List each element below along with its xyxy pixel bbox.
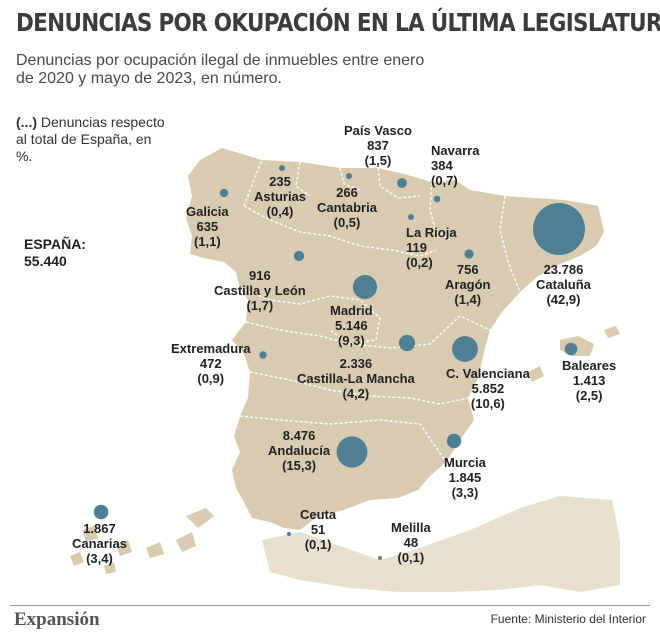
label-cataluna: 23.786 Cataluña (42,9) — [536, 262, 591, 307]
label-c-valenciana: C. Valenciana 5.852 (10,6) — [446, 366, 530, 411]
ceuta-dot — [287, 532, 291, 536]
mainland-shape — [186, 148, 604, 530]
label-asturias: 235 Asturias (0,4) — [254, 174, 307, 219]
label-andalucia: 8.476 Andalucía (15,3) — [268, 428, 331, 473]
brand-logo: Expansión — [14, 609, 100, 630]
bubble-baleares — [564, 342, 578, 356]
legend: (...) Denuncias respecto al total de Esp… — [16, 114, 166, 165]
legend-text: Denuncias respecto al total de España, e… — [16, 114, 165, 164]
bubble-andalucia — [336, 436, 368, 468]
canarias-shapes — [70, 508, 214, 574]
region-borders — [239, 159, 521, 463]
label-galicia: Galicia 635 (1,1) — [186, 204, 229, 249]
label-murcia: Murcia 1.845 (3,3) — [444, 455, 486, 500]
bubble-asturias — [279, 165, 285, 171]
bubble-c-valenciana — [452, 336, 478, 362]
bubble-cantabria — [346, 173, 352, 179]
label-la-rioja: La Rioja 119 (0,2) — [406, 225, 457, 270]
label-madrid: Madrid 5.146 (9,3) — [330, 303, 373, 348]
label-aragon: 756 Aragón (1,4) — [445, 262, 491, 307]
bubble-cataluna — [533, 203, 585, 255]
bubble-pais-vasco — [397, 178, 407, 188]
label-baleares: Baleares 1.413 (2,5) — [562, 358, 617, 403]
spain-total-value: 55.440 — [24, 253, 67, 269]
label-ceuta: Ceuta 51 (0,1) — [300, 507, 337, 552]
africa-shape — [262, 496, 620, 592]
bubble-aragon — [464, 249, 474, 259]
bubble-castilla-leon — [293, 250, 305, 262]
bubble-layer — [93, 165, 585, 520]
bubble-murcia — [446, 433, 462, 449]
bubble-extremadura — [259, 351, 267, 359]
menorca-shape — [604, 326, 620, 338]
subtitle: Denuncias por ocupación ilegal de inmueb… — [16, 52, 425, 87]
page-title: DENUNCIAS POR OKUPACIÓN EN LA ÚLTIMA LEG… — [16, 8, 660, 37]
spain-map — [70, 148, 620, 592]
spain-total-label: ESPAÑA: — [24, 236, 86, 252]
bubble-navarra — [433, 195, 441, 203]
bubble-madrid — [352, 274, 378, 300]
map-svg — [70, 148, 620, 592]
baleares-shape — [560, 336, 594, 356]
label-castilla-mancha: 2.336 Castilla-La Mancha (4,2) — [297, 356, 415, 401]
ibiza-shape — [528, 366, 544, 382]
label-extremadura: Extremadura 472 (0,9) — [171, 341, 251, 386]
bubble-la-rioja — [408, 214, 414, 220]
melilla-dot — [378, 556, 382, 560]
label-cantabria: 266 Cantabria (0,5) — [317, 185, 377, 230]
label-pais-vasco: País Vasco 837 (1,5) — [344, 123, 412, 168]
bubble-canarias — [93, 504, 109, 520]
label-melilla: Melilla 48 (0,1) — [391, 520, 431, 565]
label-castilla-leon: 916 Castilla y León (1,7) — [214, 268, 306, 313]
legend-marker: (...) — [16, 114, 37, 130]
bubble-castilla-mancha — [398, 334, 416, 352]
label-canarias: 1.867 Canarias (3,4) — [72, 521, 127, 566]
bubble-galicia — [219, 188, 229, 198]
source-note: Fuente: Ministerio del Interior — [490, 612, 646, 626]
label-navarra: Navarra 384 (0,7) — [431, 143, 480, 188]
footer-divider — [10, 605, 650, 606]
